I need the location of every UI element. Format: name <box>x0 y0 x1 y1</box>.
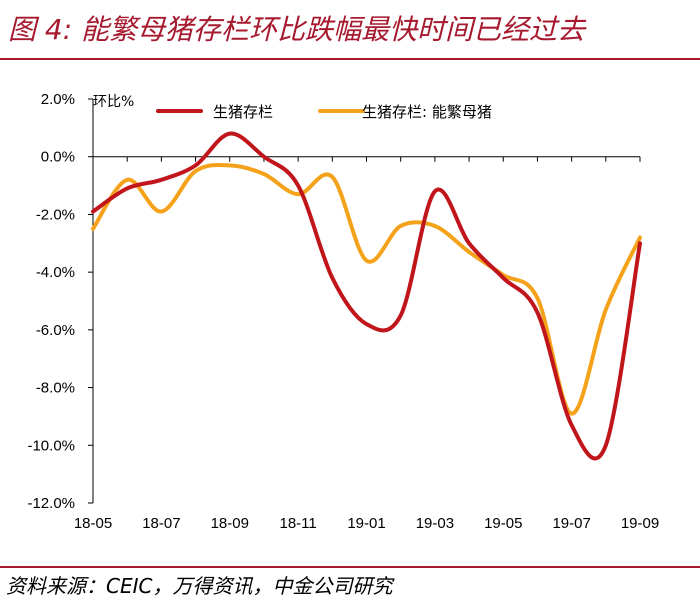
y-tick-label: 0.0% <box>41 149 75 166</box>
legend-label-1: 生猪存栏 <box>213 103 273 121</box>
y-tick-label: -8.0% <box>36 380 75 397</box>
y-tick-label: -6.0% <box>36 322 75 339</box>
x-tick-label: 19-09 <box>621 515 659 532</box>
title-divider <box>0 58 700 60</box>
figure-title: 图 4: 能繁母猪存栏环比跌幅最快时间已经过去 <box>8 13 586 46</box>
line-chart: 2.0% 0.0% -2.0% -4.0% -6.0% -8.0% -10.0% -12.0%… <box>27 91 659 532</box>
x-tick-label: 18-09 <box>211 515 249 532</box>
x-tick-label: 19-01 <box>347 515 385 532</box>
series-lines <box>91 131 642 461</box>
y-unit-label: 环比% <box>93 94 134 110</box>
y-tick-label: -4.0% <box>36 264 75 281</box>
x-tick-label: 19-03 <box>416 515 454 532</box>
y-tick-label: -12.0% <box>27 495 75 512</box>
legend: 生猪存栏 生猪存栏: 能繁母猪 <box>156 103 492 121</box>
x-tick-label: 18-05 <box>74 515 112 532</box>
x-tick-label: 18-07 <box>142 515 180 532</box>
x-tick-label: 18-11 <box>279 515 316 532</box>
source-note: 资料来源：CEIC，万得资讯，中金公司研究 <box>6 574 393 598</box>
x-tick-label: 19-05 <box>484 515 522 532</box>
axes: 2.0% 0.0% -2.0% -4.0% -6.0% -8.0% -10.0% -12.0%… <box>27 91 659 532</box>
x-tick-label: 19-07 <box>552 515 590 532</box>
y-tick-label: 2.0% <box>41 91 75 108</box>
y-tick-label: -10.0% <box>27 437 75 454</box>
legend-label-2: 生猪存栏: 能繁母猪 <box>362 103 492 121</box>
y-tick-label: -2.0% <box>36 206 75 223</box>
series-line-1 <box>91 131 642 461</box>
source-divider <box>0 566 700 568</box>
